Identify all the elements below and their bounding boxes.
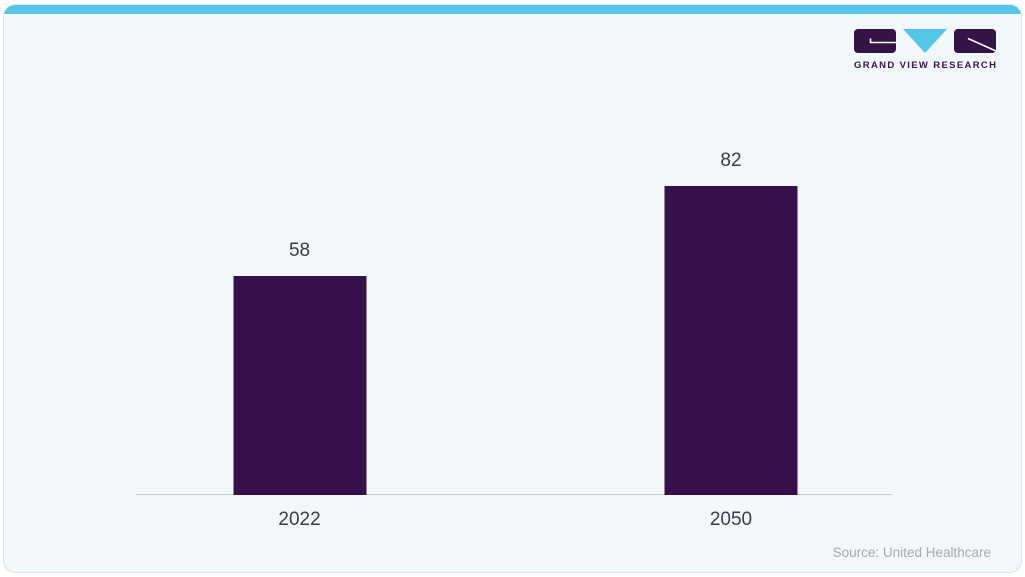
gvr-logo-text: GRAND VIEW RESEARCH xyxy=(854,60,998,71)
gvr-logo-icon xyxy=(854,29,996,53)
x-tick-label-2050: 2050 xyxy=(709,509,753,530)
x-tick-label-2022: 2022 xyxy=(278,509,321,530)
chart-card: GRAND VIEW RESEARCH 58 2022 82 2050 Source:… xyxy=(3,4,1022,573)
gvr-logo: GRAND VIEW RESEARCH xyxy=(854,29,996,71)
source-note: Source: United Healthcare xyxy=(832,545,991,560)
bar-2050 xyxy=(664,186,798,495)
card-accent-stripe xyxy=(4,5,1021,14)
gvr-r-block-icon xyxy=(954,29,996,53)
gvr-g-block-icon xyxy=(854,29,896,53)
bar-value-label-2050: 82 xyxy=(720,150,742,171)
x-axis-line xyxy=(136,493,892,495)
gvr-v-triangle-icon xyxy=(903,29,947,53)
bar-2022 xyxy=(233,276,367,495)
bar-value-label-2022: 58 xyxy=(288,240,311,261)
plot-area: 58 2022 82 2050 xyxy=(136,5,892,530)
